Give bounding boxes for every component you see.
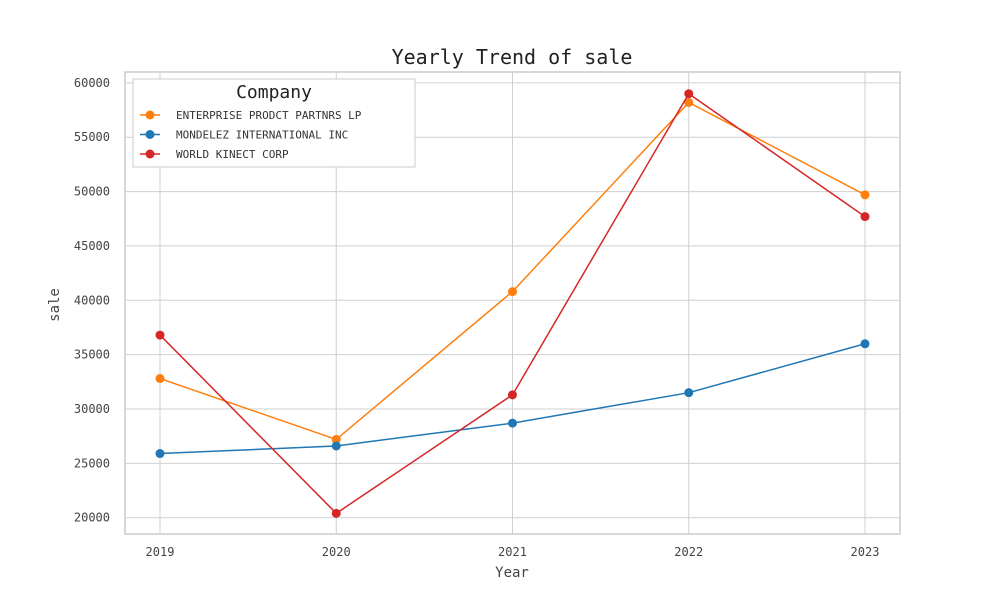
x-tick-label: 2021 (498, 545, 527, 559)
legend-point-marker (145, 110, 155, 120)
x-tick-label: 2022 (674, 545, 703, 559)
legend-box (132, 78, 416, 168)
chart-title: Yearly Trend of sale (392, 45, 633, 69)
data-point (331, 508, 341, 518)
data-point (860, 212, 870, 222)
series-2 (155, 89, 870, 518)
x-tick-label: 2020 (322, 545, 351, 559)
y-axis-label: sale (47, 288, 63, 322)
x-axis: 2019 2020 2021 2022 2023 (146, 545, 880, 559)
legend-point-marker (145, 130, 155, 139)
data-point (508, 390, 517, 400)
data-point (331, 441, 341, 451)
y-tick-label: 35000 (74, 348, 110, 362)
series-0 (155, 97, 870, 444)
legend-item[interactable]: MONDELEZ INTERNATIONAL INC (140, 129, 348, 142)
y-tick-label: 55000 (74, 130, 110, 144)
x-tick-label: 2019 (146, 545, 175, 559)
legend-label: ENTERPRISE PRODCT PARTNRS LP (176, 109, 362, 122)
legend[interactable]: Company ENTERPRISE PRODCT PARTNRS LP MOND… (132, 78, 416, 168)
plot-frame (124, 71, 901, 535)
data-point (508, 418, 517, 428)
x-tick-label: 2023 (851, 545, 880, 559)
data-point (155, 330, 165, 340)
data-point (860, 339, 870, 349)
y-tick-label: 30000 (74, 402, 110, 416)
data-point (684, 89, 694, 99)
legend-label: MONDELEZ INTERNATIONAL INC (176, 129, 348, 142)
y-tick-label: 50000 (74, 185, 110, 199)
series-group (155, 89, 870, 518)
legend-item[interactable]: ENTERPRISE PRODCT PARTNRS LP (140, 109, 362, 122)
y-axis: 20000 25000 30000 35000 40000 45000 50000 55000… (74, 76, 110, 525)
data-point (508, 287, 517, 297)
data-point (684, 388, 694, 398)
data-point (155, 449, 165, 459)
series-1 (155, 339, 870, 459)
legend-item[interactable]: WORLD KINECT CORP (140, 148, 289, 161)
data-point (860, 190, 870, 200)
x-axis-label: Year (495, 565, 529, 581)
data-point (684, 97, 694, 107)
legend-title: Company (236, 82, 312, 103)
legend-label: WORLD KINECT CORP (176, 148, 289, 161)
y-tick-label: 20000 (74, 511, 110, 525)
legend-point-marker (145, 149, 155, 159)
y-tick-label: 60000 (74, 76, 110, 90)
y-tick-label: 45000 (74, 239, 110, 253)
data-point (155, 374, 165, 384)
data-point (331, 434, 341, 444)
y-tick-label: 40000 (74, 293, 110, 307)
y-tick-label: 25000 (74, 456, 110, 470)
